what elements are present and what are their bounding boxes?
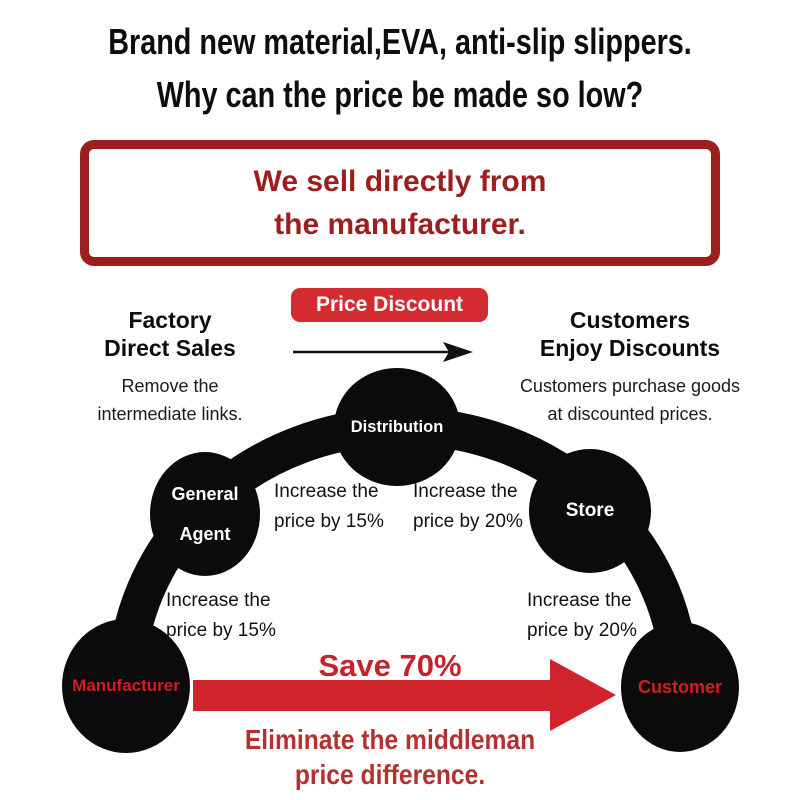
eliminate-middleman-label: Eliminate the middleman price difference…	[179, 722, 601, 792]
customers-heading-line2: Enjoy Discounts	[539, 335, 721, 361]
node-customer: Customer	[621, 622, 739, 752]
increase-label-upper-left: Increase the price by 15%	[274, 477, 384, 537]
eliminate-line2: price difference.	[294, 759, 486, 790]
node-store-label: Store	[565, 500, 615, 521]
factory-note-line2: intermediate links.	[97, 404, 243, 424]
node-customer-label: Customer	[637, 676, 722, 697]
factory-heading-line1: Factory	[128, 307, 212, 333]
banner-line1: We sell directly from	[253, 165, 547, 198]
node-general-agent-label-line2: Agent	[179, 524, 231, 544]
price-discount-badge: Price Discount	[291, 288, 488, 322]
customers-heading-line1: Customers	[569, 307, 691, 333]
save-70-label: Save 70%	[318, 648, 462, 683]
increase-label-lower-left: Increase the price by 15%	[166, 586, 276, 646]
banner-line2: the manufacturer.	[274, 208, 526, 241]
page-title-line1: Brand new material,EVA, anti-slip slippe…	[108, 21, 692, 62]
node-distribution: Distribution	[334, 368, 460, 486]
increase-ur-line1: Increase the	[413, 481, 518, 502]
customers-note: Customers purchase goods at discounted p…	[480, 372, 780, 428]
increase-label-upper-right: Increase the price by 20%	[413, 477, 523, 537]
factory-note-line1: Remove the	[121, 376, 219, 396]
save-arrow-icon	[193, 659, 616, 731]
increase-lr-line2: price by 20%	[527, 620, 637, 641]
increase-ur-line2: price by 20%	[413, 511, 523, 532]
increase-ul-line2: price by 15%	[274, 511, 384, 532]
node-general-agent: General Agent	[150, 452, 260, 576]
factory-note: Remove the intermediate links.	[60, 372, 280, 428]
increase-label-lower-right: Increase the price by 20%	[527, 586, 637, 646]
node-distribution-label: Distribution	[350, 417, 444, 436]
customers-discounts-heading: Customers Enjoy Discounts	[490, 306, 770, 362]
flow-arrow-head-icon	[443, 342, 473, 362]
customers-note-line2: at discounted prices.	[547, 404, 713, 424]
node-store: Store	[529, 449, 651, 573]
factory-heading-line2: Direct Sales	[104, 335, 236, 361]
node-general-agent-label-line1: General	[171, 484, 239, 504]
factory-direct-sales-heading: Factory Direct Sales	[60, 306, 280, 362]
node-manufacturer-label: Manufacturer	[72, 676, 180, 695]
direct-sale-banner: We sell directly from the manufacturer.	[80, 140, 720, 266]
increase-lr-line1: Increase the	[527, 590, 632, 611]
page-title-line2: Why can the price be made so low?	[156, 74, 644, 115]
customers-note-line1: Customers purchase goods	[519, 376, 741, 396]
node-manufacturer: Manufacturer	[62, 619, 190, 753]
increase-ll-line2: price by 15%	[166, 620, 276, 641]
eliminate-line1: Eliminate the middleman	[244, 724, 536, 755]
increase-ul-line1: Increase the	[274, 481, 379, 502]
increase-ll-line1: Increase the	[166, 590, 271, 611]
